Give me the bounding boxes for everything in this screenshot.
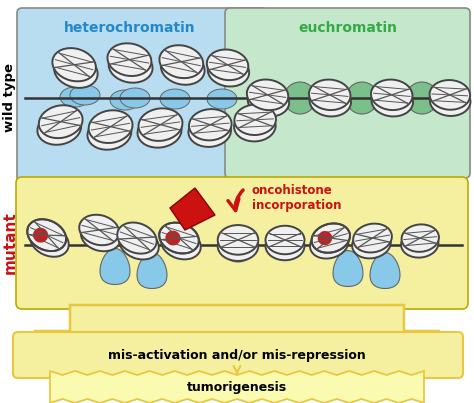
Ellipse shape (284, 82, 316, 114)
Ellipse shape (89, 110, 133, 143)
Ellipse shape (33, 228, 48, 243)
Text: tumorigenesis: tumorigenesis (187, 380, 287, 393)
Ellipse shape (39, 105, 82, 138)
Ellipse shape (60, 87, 90, 107)
Polygon shape (50, 371, 424, 403)
Ellipse shape (318, 231, 332, 245)
Ellipse shape (165, 231, 181, 245)
Polygon shape (100, 249, 130, 285)
Ellipse shape (221, 228, 255, 262)
Ellipse shape (109, 50, 153, 83)
Ellipse shape (234, 105, 276, 135)
Polygon shape (333, 251, 363, 287)
FancyBboxPatch shape (17, 8, 267, 188)
Ellipse shape (119, 229, 159, 260)
Ellipse shape (247, 79, 288, 110)
Ellipse shape (120, 88, 150, 108)
Ellipse shape (137, 115, 182, 147)
Ellipse shape (353, 224, 392, 253)
Ellipse shape (81, 221, 121, 251)
Ellipse shape (37, 112, 81, 145)
Ellipse shape (208, 56, 249, 87)
Ellipse shape (406, 82, 438, 114)
Ellipse shape (310, 86, 351, 116)
Polygon shape (34, 305, 440, 348)
Ellipse shape (189, 116, 231, 147)
Ellipse shape (138, 108, 182, 141)
FancyBboxPatch shape (16, 177, 468, 309)
Ellipse shape (218, 231, 258, 261)
Ellipse shape (401, 224, 439, 252)
Ellipse shape (207, 89, 237, 109)
Ellipse shape (161, 52, 205, 85)
Ellipse shape (218, 225, 258, 255)
Ellipse shape (110, 90, 140, 110)
FancyBboxPatch shape (13, 332, 463, 378)
Ellipse shape (159, 222, 199, 253)
Ellipse shape (27, 219, 66, 251)
Text: mutant: mutant (2, 212, 18, 274)
Ellipse shape (160, 89, 190, 109)
Polygon shape (370, 253, 400, 289)
Text: oncohistone
incorporation: oncohistone incorporation (252, 183, 341, 212)
Ellipse shape (311, 223, 350, 253)
Ellipse shape (310, 229, 348, 259)
Ellipse shape (265, 232, 304, 260)
FancyBboxPatch shape (225, 8, 470, 178)
Ellipse shape (54, 55, 98, 88)
Ellipse shape (429, 80, 470, 110)
Ellipse shape (159, 45, 203, 78)
Ellipse shape (70, 85, 100, 105)
Ellipse shape (309, 79, 350, 110)
Ellipse shape (30, 225, 69, 257)
Text: wild type: wild type (3, 64, 17, 133)
Ellipse shape (430, 86, 470, 116)
Text: euchromatin: euchromatin (298, 21, 397, 35)
Ellipse shape (117, 222, 156, 253)
Polygon shape (170, 188, 215, 230)
Ellipse shape (207, 50, 248, 80)
Ellipse shape (79, 215, 119, 245)
Ellipse shape (401, 230, 438, 258)
Ellipse shape (248, 86, 289, 116)
Ellipse shape (372, 86, 413, 116)
Ellipse shape (88, 117, 131, 150)
Ellipse shape (52, 48, 96, 81)
Text: heterochromatin: heterochromatin (64, 21, 196, 35)
Ellipse shape (346, 82, 378, 114)
Ellipse shape (189, 109, 232, 140)
Polygon shape (137, 253, 167, 289)
Ellipse shape (265, 226, 304, 254)
Ellipse shape (234, 111, 275, 141)
Ellipse shape (161, 229, 201, 260)
Text: mis-activation and/or mis-repression: mis-activation and/or mis-repression (108, 349, 366, 361)
Ellipse shape (108, 43, 151, 76)
Ellipse shape (352, 230, 391, 258)
Ellipse shape (371, 79, 412, 110)
